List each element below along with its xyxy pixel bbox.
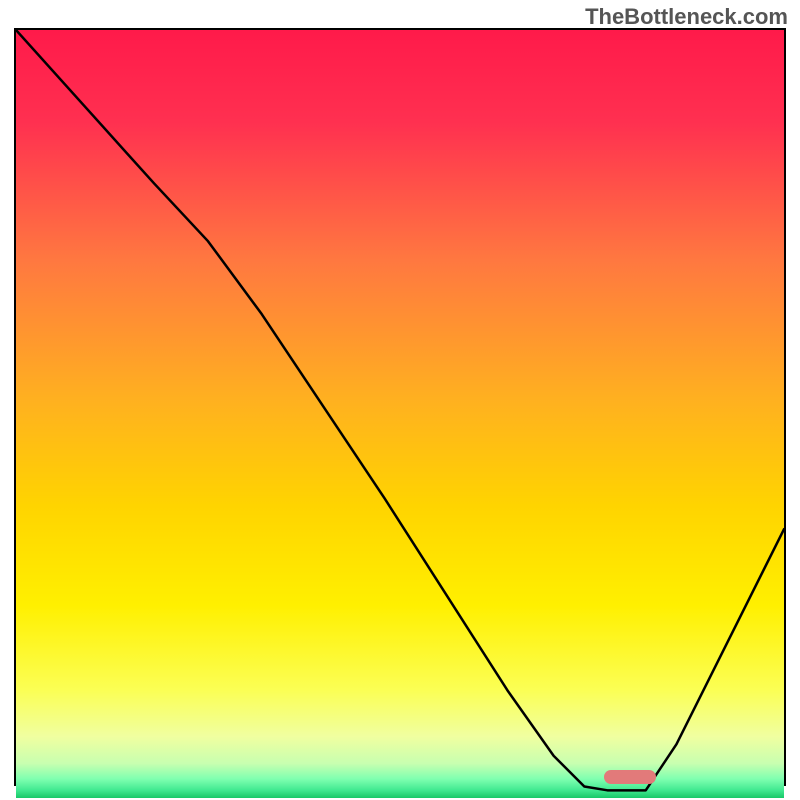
chart-curve [16, 30, 784, 798]
chart-frame [14, 28, 786, 786]
valley-marker [604, 770, 656, 784]
watermark: TheBottleneck.com [585, 4, 788, 30]
